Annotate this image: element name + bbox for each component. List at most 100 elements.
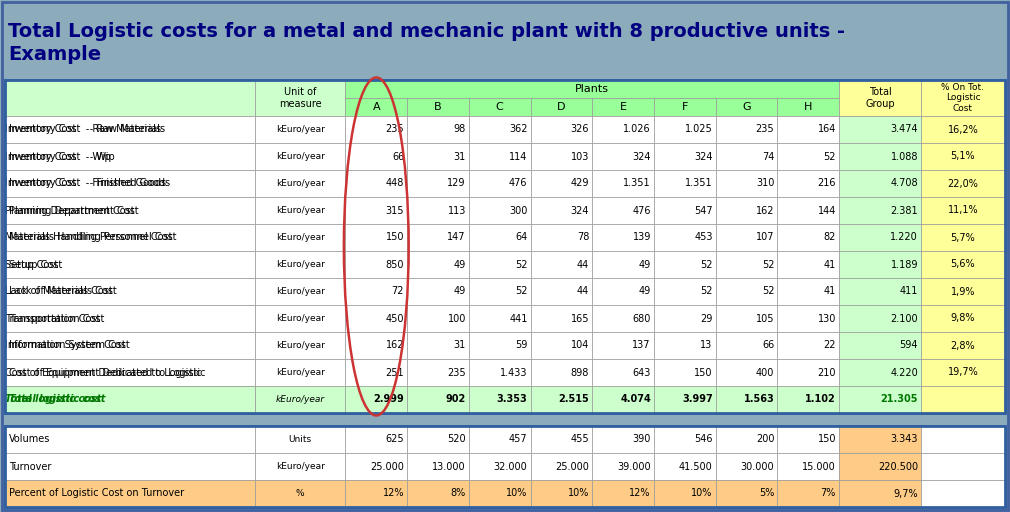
Bar bbox=[530, 480, 592, 507]
Bar bbox=[839, 170, 921, 197]
Bar bbox=[255, 170, 345, 197]
Bar bbox=[592, 224, 653, 251]
Text: 31: 31 bbox=[453, 340, 466, 351]
Bar bbox=[839, 386, 921, 413]
Bar bbox=[592, 116, 653, 143]
Bar bbox=[716, 426, 778, 453]
Text: Inventory Cost   - Finished Goods: Inventory Cost - Finished Goods bbox=[5, 179, 166, 188]
Text: 441: 441 bbox=[509, 313, 527, 324]
Text: kEuro/year: kEuro/year bbox=[276, 341, 324, 350]
Text: H: H bbox=[804, 102, 812, 112]
Bar bbox=[778, 386, 839, 413]
Bar bbox=[839, 453, 921, 480]
Text: 164: 164 bbox=[818, 124, 836, 135]
Bar bbox=[530, 359, 592, 386]
Bar bbox=[5, 116, 255, 143]
Bar bbox=[592, 332, 653, 359]
Text: 8%: 8% bbox=[450, 488, 466, 499]
Bar bbox=[469, 480, 530, 507]
Text: 165: 165 bbox=[571, 313, 589, 324]
Bar bbox=[921, 278, 1005, 305]
Text: 5,7%: 5,7% bbox=[950, 232, 976, 243]
Bar bbox=[255, 426, 345, 453]
Bar bbox=[5, 116, 255, 143]
Text: 216: 216 bbox=[817, 179, 836, 188]
Bar bbox=[921, 386, 1005, 413]
Text: 49: 49 bbox=[638, 260, 650, 269]
Bar bbox=[5, 426, 1005, 507]
Bar bbox=[716, 143, 778, 170]
Bar bbox=[839, 426, 921, 453]
Text: 100: 100 bbox=[447, 313, 466, 324]
Text: Plants: Plants bbox=[576, 84, 609, 94]
Bar bbox=[716, 116, 778, 143]
Bar bbox=[5, 278, 255, 305]
Text: Units: Units bbox=[289, 435, 312, 444]
Text: 4.220: 4.220 bbox=[890, 368, 918, 377]
Text: 235: 235 bbox=[447, 368, 466, 377]
Text: kEuro/year: kEuro/year bbox=[276, 260, 324, 269]
Text: 4.074: 4.074 bbox=[620, 395, 650, 404]
Bar bbox=[469, 453, 530, 480]
Bar bbox=[5, 386, 255, 413]
Text: 476: 476 bbox=[632, 205, 650, 216]
Bar bbox=[839, 143, 921, 170]
Bar bbox=[345, 170, 407, 197]
Text: 200: 200 bbox=[755, 435, 775, 444]
Text: kEuro/year: kEuro/year bbox=[276, 395, 325, 404]
Bar bbox=[469, 197, 530, 224]
Bar bbox=[5, 251, 255, 278]
Text: 129: 129 bbox=[447, 179, 466, 188]
Bar bbox=[255, 480, 345, 507]
Bar bbox=[716, 278, 778, 305]
Text: A: A bbox=[373, 102, 380, 112]
Bar bbox=[778, 480, 839, 507]
Bar bbox=[921, 143, 1005, 170]
Text: 32.000: 32.000 bbox=[494, 461, 527, 472]
Bar bbox=[469, 251, 530, 278]
Bar bbox=[839, 305, 921, 332]
Bar bbox=[469, 426, 530, 453]
Bar bbox=[592, 426, 653, 453]
Bar bbox=[5, 143, 255, 170]
Bar bbox=[921, 332, 1005, 359]
Bar bbox=[469, 170, 530, 197]
Bar bbox=[255, 251, 345, 278]
Bar bbox=[5, 453, 255, 480]
Text: 66: 66 bbox=[392, 152, 404, 161]
Text: Total logistic cost: Total logistic cost bbox=[5, 395, 101, 404]
Bar bbox=[921, 197, 1005, 224]
Bar bbox=[345, 480, 407, 507]
Bar bbox=[921, 116, 1005, 143]
Bar bbox=[469, 359, 530, 386]
Text: 74: 74 bbox=[762, 152, 775, 161]
Bar bbox=[407, 116, 469, 143]
Text: Total
Group: Total Group bbox=[866, 87, 895, 109]
Text: 2.999: 2.999 bbox=[374, 395, 404, 404]
Text: 15.000: 15.000 bbox=[802, 461, 836, 472]
Text: 10%: 10% bbox=[568, 488, 589, 499]
Bar bbox=[5, 80, 255, 116]
Text: kEuro/year: kEuro/year bbox=[276, 314, 324, 323]
Text: % On Tot.
Logistic
Cost: % On Tot. Logistic Cost bbox=[941, 83, 985, 113]
Bar bbox=[345, 453, 407, 480]
Bar bbox=[5, 305, 255, 332]
Bar bbox=[469, 224, 530, 251]
Bar bbox=[407, 197, 469, 224]
Bar bbox=[530, 224, 592, 251]
Bar bbox=[530, 278, 592, 305]
Bar bbox=[653, 251, 716, 278]
Text: 1,9%: 1,9% bbox=[950, 287, 976, 296]
Bar bbox=[345, 143, 407, 170]
Bar bbox=[778, 116, 839, 143]
Bar bbox=[255, 278, 345, 305]
Text: 113: 113 bbox=[447, 205, 466, 216]
Text: 594: 594 bbox=[900, 340, 918, 351]
Text: 52: 52 bbox=[762, 287, 775, 296]
Bar bbox=[407, 359, 469, 386]
Text: Inventory Cost   - Wip: Inventory Cost - Wip bbox=[9, 152, 115, 161]
Bar bbox=[345, 359, 407, 386]
Text: 390: 390 bbox=[632, 435, 650, 444]
Bar bbox=[345, 251, 407, 278]
Bar bbox=[778, 453, 839, 480]
